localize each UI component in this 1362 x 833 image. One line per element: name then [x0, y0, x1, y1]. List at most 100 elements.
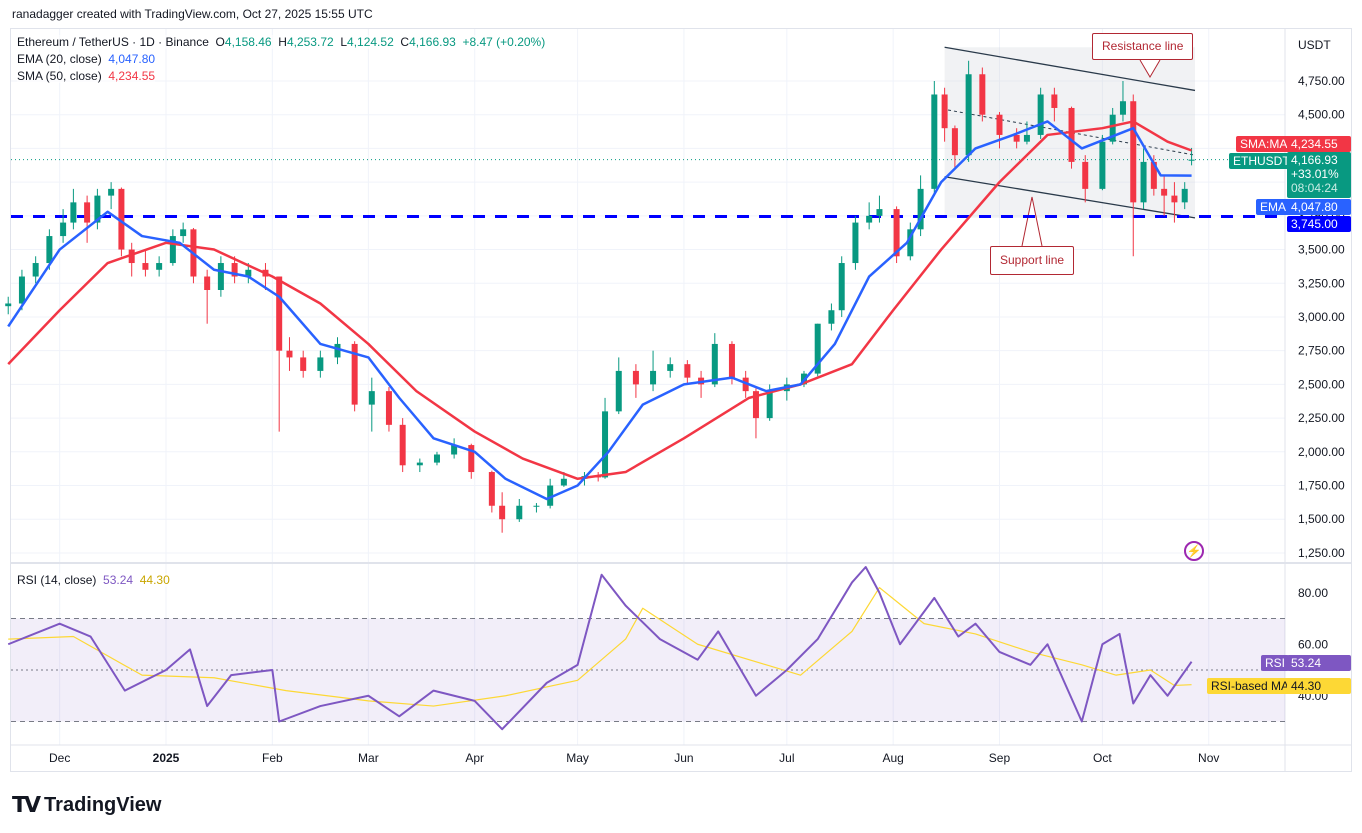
- candle: [368, 377, 375, 432]
- candle: [979, 67, 986, 122]
- candle-body: [1037, 94, 1044, 135]
- candle-body: [416, 462, 423, 466]
- candle-body: [1099, 141, 1106, 189]
- candle: [1013, 128, 1020, 149]
- price-tick-label: 2,250.00: [1298, 411, 1345, 425]
- candle-body: [907, 229, 914, 257]
- candle: [451, 438, 458, 459]
- candle-body: [108, 188, 115, 196]
- candle: [1068, 106, 1075, 169]
- candle-body: [156, 263, 163, 270]
- candle-body: [351, 343, 358, 405]
- candle: [711, 333, 718, 388]
- time-tick-label: 2025: [153, 751, 180, 765]
- candle-body: [547, 485, 554, 506]
- candle-body: [468, 445, 475, 473]
- candle: [204, 269, 211, 324]
- candle: [1171, 182, 1178, 223]
- candle: [433, 451, 440, 466]
- candle-body: [876, 209, 883, 216]
- time-tick-label: Aug: [882, 751, 903, 765]
- candle-body: [84, 202, 91, 223]
- candle: [1037, 87, 1044, 139]
- tv-logo-icon: 𝗧𝗩: [12, 792, 41, 817]
- price-tick-label: 2,750.00: [1298, 344, 1345, 358]
- candle-body: [560, 478, 567, 486]
- candle-body: [996, 114, 1003, 135]
- candle: [5, 296, 12, 315]
- tradingview-logo[interactable]: 𝗧𝗩 TradingView: [12, 792, 162, 818]
- candle: [142, 249, 149, 277]
- candle-body: [286, 350, 293, 358]
- ema-label: EMA (20, close): [17, 52, 102, 66]
- candle-body: [180, 229, 187, 237]
- candle: [32, 256, 39, 284]
- candle-body: [142, 263, 149, 270]
- support-callout[interactable]: Support line: [990, 246, 1075, 275]
- candle-body: [128, 249, 135, 264]
- candle: [169, 229, 176, 266]
- candle-body: [276, 276, 283, 351]
- candle-body: [399, 424, 406, 466]
- candle: [602, 397, 609, 479]
- high-value: 4,253.72: [286, 35, 334, 49]
- ema20-line: [7, 120, 1192, 501]
- candle-body: [334, 343, 341, 358]
- support-callout-pointer: [1021, 196, 1043, 247]
- candle: [907, 222, 914, 261]
- change-value: +8.47 (+0.20%): [462, 35, 546, 49]
- candle-body: [231, 263, 238, 277]
- candle-body: [32, 263, 39, 277]
- candle: [838, 256, 845, 317]
- candle-body: [1013, 134, 1020, 142]
- candle-body: [1161, 188, 1168, 196]
- ema-tag-name: EMA: [1256, 199, 1291, 215]
- ema-legend[interactable]: EMA (20, close) 4,047.80: [17, 52, 156, 66]
- currency-label[interactable]: USDT: [1298, 38, 1331, 52]
- time-tick-label: Feb: [262, 751, 283, 765]
- candle-body: [931, 94, 938, 189]
- candle: [217, 256, 224, 297]
- last-price: 4,166.93: [1291, 153, 1338, 167]
- ema-tag-value: 4,047.80: [1287, 199, 1351, 215]
- candle-body: [814, 323, 821, 374]
- symbol-tag-name: ETHUSDT: [1229, 153, 1294, 169]
- chart-frame: [10, 28, 1352, 772]
- candle-body: [46, 236, 53, 264]
- candle-body: [951, 128, 958, 156]
- symbol-name[interactable]: Ethereum / TetherUS · 1D · Binance: [17, 35, 209, 49]
- candle: [917, 175, 924, 237]
- candle: [300, 350, 307, 378]
- time-tick-label: Jun: [674, 751, 693, 765]
- candle: [615, 357, 622, 415]
- lightning-icon[interactable]: ⚡: [1184, 541, 1204, 561]
- symbol-tag-value: 4,166.93 +33.01% 08:04:24: [1287, 152, 1351, 198]
- candle: [1188, 147, 1195, 166]
- candle-body: [766, 391, 773, 419]
- candle-body: [1068, 107, 1075, 162]
- candle: [866, 202, 873, 230]
- candle: [1051, 87, 1058, 122]
- candle-body: [650, 370, 657, 385]
- candle-body: [1130, 101, 1137, 203]
- candle: [317, 350, 324, 378]
- time-tick-label: Jul: [779, 751, 794, 765]
- candle-body: [615, 370, 622, 412]
- candle-body: [941, 94, 948, 129]
- rsi-ma-tag-name: RSI-based MA: [1207, 678, 1294, 694]
- candle-body: [1119, 101, 1126, 115]
- candle: [533, 503, 540, 513]
- support-line: [944, 176, 1196, 219]
- rsi-legend[interactable]: RSI (14, close) 53.24 44.30: [17, 573, 170, 587]
- candle: [931, 81, 938, 196]
- sma-legend[interactable]: SMA (50, close) 4,234.55: [17, 69, 156, 83]
- candle: [70, 188, 77, 230]
- resistance-callout[interactable]: Resistance line: [1092, 33, 1194, 60]
- candle-body: [385, 391, 392, 425]
- candle: [1140, 148, 1147, 210]
- candle-body: [1181, 188, 1188, 203]
- candle: [1119, 81, 1126, 122]
- candle-body: [728, 343, 735, 378]
- candle: [814, 323, 821, 377]
